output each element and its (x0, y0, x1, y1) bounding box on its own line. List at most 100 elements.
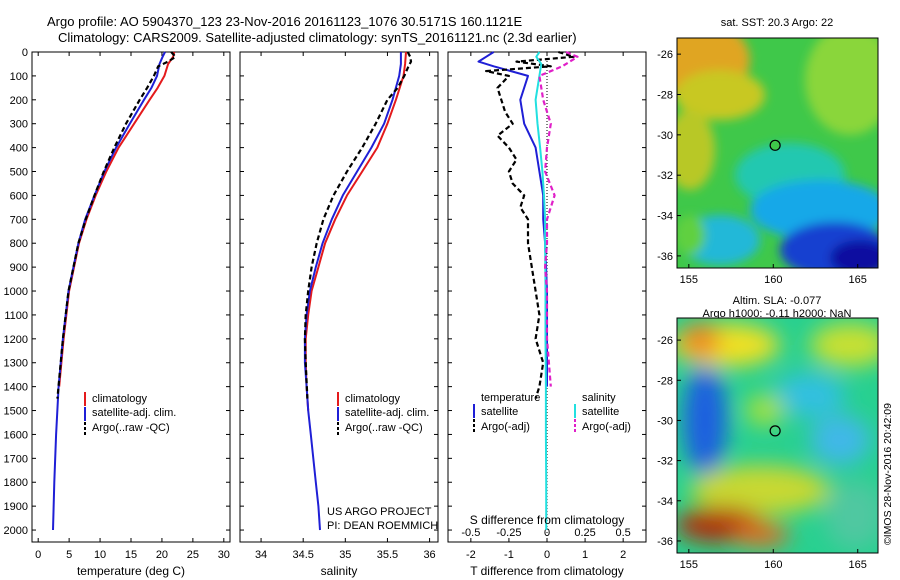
temperature-plot-frame (31, 51, 231, 543)
sst-map-panel: sat. SST: 20.3 Argo: 22 155 160 165 -26 -28… (657, 17, 879, 286)
x-tick-label: 10 (94, 549, 106, 561)
difference-panel: -2 -1 0 1 2 -0.5 -0.25 0 0.25 0.5 S difference f… (447, 50, 647, 578)
salinity-legend: climatology satellite-adj. clim. Argo(..… (337, 392, 429, 436)
series-argo-raw-qc (56, 51, 177, 399)
depth-tick-label: 500 (10, 167, 28, 179)
x-tick-label: 20 (156, 549, 168, 561)
lon-tick-label: 165 (849, 559, 867, 571)
s-difference-axis-label: S difference from climatology (470, 513, 625, 527)
depth-tick-label: 900 (10, 262, 28, 274)
depth-tick-label: 1400 (4, 382, 28, 394)
s-tick-label: 0.5 (616, 527, 631, 539)
temperature-series (52, 51, 177, 531)
difference-legend: temperature salinity satellite Argo(-adj… (473, 392, 631, 433)
depth-tick-label: 300 (10, 119, 28, 131)
sla-lon-axis: 155 160 165 (680, 549, 867, 571)
sst-lon-axis: 155 160 165 (680, 264, 867, 286)
temperature-axis: 0 5 10 15 20 25 30 (35, 52, 230, 561)
lat-tick-label: -36 (657, 251, 673, 263)
lat-tick-label: -28 (657, 375, 673, 387)
x-tick-label: 36 (423, 549, 435, 561)
lat-tick-label: -26 (657, 49, 673, 61)
sst-heatmap (677, 38, 878, 268)
sla-map-frame (676, 317, 879, 554)
series-climatology (58, 51, 176, 387)
s-tick-label: 0.25 (574, 527, 595, 539)
series-satellite-adj-clim (303, 52, 402, 531)
salinity-plot-frame (239, 51, 439, 543)
watermark: ©IMOS 28-Nov-2016 20:42:09 (882, 403, 894, 545)
figure-title-line1: Argo profile: AO 5904370_123 23-Nov-2016… (47, 14, 522, 29)
legend-header-temperature: temperature (481, 392, 540, 404)
x-tick-label: 0 (544, 549, 550, 561)
legend-label-satellite: satellite-adj. clim. (345, 407, 429, 419)
sla-argo-position-marker (769, 425, 781, 437)
difference-depth-ticks (448, 51, 646, 531)
temperature-panel: 0100200300400500600700800900100011001200… (4, 47, 231, 578)
sst-lat-axis: -26 -28 -30 -32 -34 -36 (657, 49, 681, 263)
salinity-axis-label: salinity (321, 564, 358, 578)
credit-pi: PI: DEAN ROEMMICH (327, 520, 438, 532)
legend-label-climatology: climatology (345, 393, 401, 405)
salinity-depth-ticks (240, 51, 438, 531)
sla-map-panel: Altim. SLA: -0.077 Argo h1000: -0.11 h20… (657, 295, 879, 571)
x-tick-label: 0 (35, 549, 41, 561)
t-difference-axis: -2 -1 0 1 2 (466, 52, 626, 561)
depth-tick-label: 700 (10, 214, 28, 226)
legend-header-salinity: salinity (582, 392, 616, 404)
lon-tick-label: 160 (764, 274, 782, 286)
t-difference-axis-label: T difference from climatology (470, 564, 624, 578)
lat-tick-label: -32 (657, 170, 673, 182)
x-tick-label: 34.5 (292, 549, 313, 561)
x-tick-label: -1 (504, 549, 514, 561)
sst-argo-position-marker (769, 139, 781, 151)
lat-tick-label: -26 (657, 335, 673, 347)
depth-tick-label: 1900 (4, 501, 28, 513)
series-temperature-argo-adj (485, 50, 575, 399)
legend-label-s-satellite: satellite (582, 406, 619, 418)
depth-tick-label: 1500 (4, 406, 28, 418)
x-tick-label: -2 (466, 549, 476, 561)
depth-tick-label: 1700 (4, 453, 28, 465)
temperature-legend: climatology satellite-adj. clim. Argo(..… (84, 392, 176, 436)
lat-tick-label: -30 (657, 130, 673, 142)
temperature-axis-label: temperature (deg C) (77, 564, 185, 578)
depth-tick-label: 400 (10, 143, 28, 155)
x-tick-label: 25 (187, 549, 199, 561)
sst-map-frame (676, 37, 879, 269)
x-tick-label: 35.5 (377, 549, 398, 561)
x-tick-label: 35 (339, 549, 351, 561)
depth-tick-label: 1200 (4, 334, 28, 346)
sla-lat-axis: -26 -28 -30 -32 -34 -36 (657, 335, 681, 548)
salinity-series (303, 51, 413, 531)
legend-label-argo: Argo(..raw -QC) (345, 422, 423, 434)
depth-tick-label: 1800 (4, 477, 28, 489)
sla-heatmap (677, 318, 878, 553)
depth-tick-label: 0 (22, 47, 28, 59)
lat-tick-label: -28 (657, 89, 673, 101)
legend-label-climatology: climatology (92, 393, 148, 405)
x-tick-label: 5 (66, 549, 72, 561)
salinity-axis: 34 34.5 35 35.5 36 (255, 52, 436, 561)
sla-map-subtitle: Argo h1000: -0.11 h2000: NaN (702, 308, 851, 320)
lat-tick-label: -36 (657, 536, 673, 548)
series-argo-raw-qc (303, 51, 413, 399)
legend-label-t-satellite: satellite (481, 406, 518, 418)
sla-map-title: Altim. SLA: -0.077 (733, 295, 822, 307)
legend-label-argo: Argo(..raw -QC) (92, 422, 170, 434)
lon-tick-label: 160 (764, 559, 782, 571)
lon-tick-label: 155 (680, 559, 698, 571)
sst-map-title: sat. SST: 20.3 Argo: 22 (721, 17, 834, 29)
x-tick-label: 34 (255, 549, 267, 561)
depth-tick-label: 100 (10, 71, 28, 83)
depth-tick-label: 600 (10, 190, 28, 202)
depth-tick-label: 1300 (4, 358, 28, 370)
legend-label-s-argo: Argo(-adj) (582, 421, 631, 433)
depth-tick-label: 1600 (4, 429, 28, 441)
x-tick-label: 30 (218, 549, 230, 561)
lat-tick-label: -34 (657, 211, 673, 223)
x-tick-label: 2 (620, 549, 626, 561)
depth-axis: 0 100 200 300 400 500 600 700 800 900 1000 1100 1200… (4, 47, 230, 537)
legend-label-t-argo: Argo(-adj) (481, 421, 530, 433)
